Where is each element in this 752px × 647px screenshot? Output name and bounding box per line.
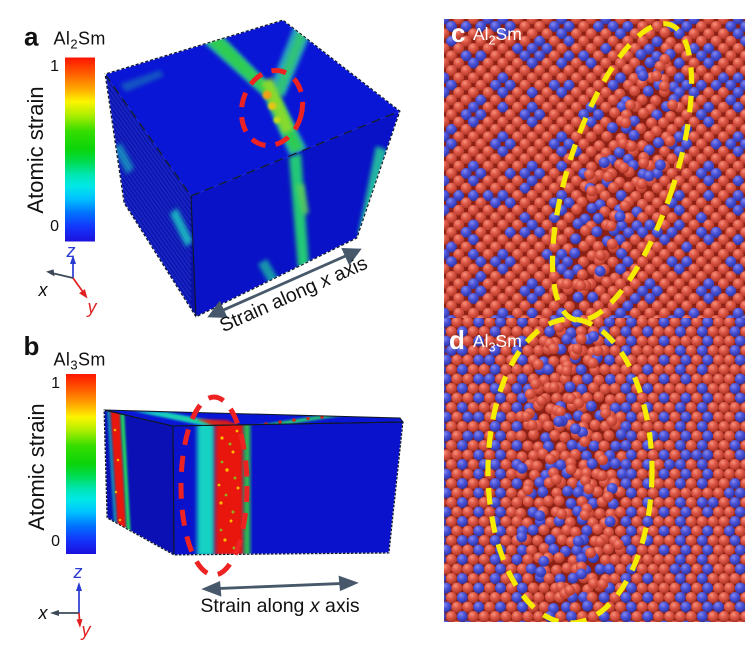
svg-text:Al3Sm: Al3Sm (473, 331, 522, 355)
svg-text:d: d (449, 325, 465, 355)
svg-text:Strain along x axis: Strain along x axis (200, 595, 360, 617)
svg-text:x: x (38, 280, 49, 300)
svg-text:b: b (24, 331, 40, 361)
svg-text:x: x (38, 603, 49, 623)
svg-text:Al3Sm: Al3Sm (54, 350, 106, 373)
svg-text:Atomic strain: Atomic strain (23, 86, 48, 213)
svg-text:a: a (24, 22, 39, 52)
svg-text:z: z (66, 241, 76, 261)
svg-text:y: y (80, 620, 92, 640)
svg-text:c: c (451, 18, 465, 48)
svg-text:0: 0 (51, 533, 60, 550)
svg-text:1: 1 (50, 58, 59, 75)
svg-text:Al2Sm: Al2Sm (54, 29, 106, 52)
svg-text:0: 0 (50, 218, 59, 235)
svg-text:z: z (73, 562, 83, 582)
svg-text:Al2Sm: Al2Sm (473, 24, 522, 48)
svg-text:1: 1 (51, 375, 60, 392)
svg-text:y: y (86, 297, 98, 317)
svg-text:Atomic strain: Atomic strain (24, 403, 49, 530)
